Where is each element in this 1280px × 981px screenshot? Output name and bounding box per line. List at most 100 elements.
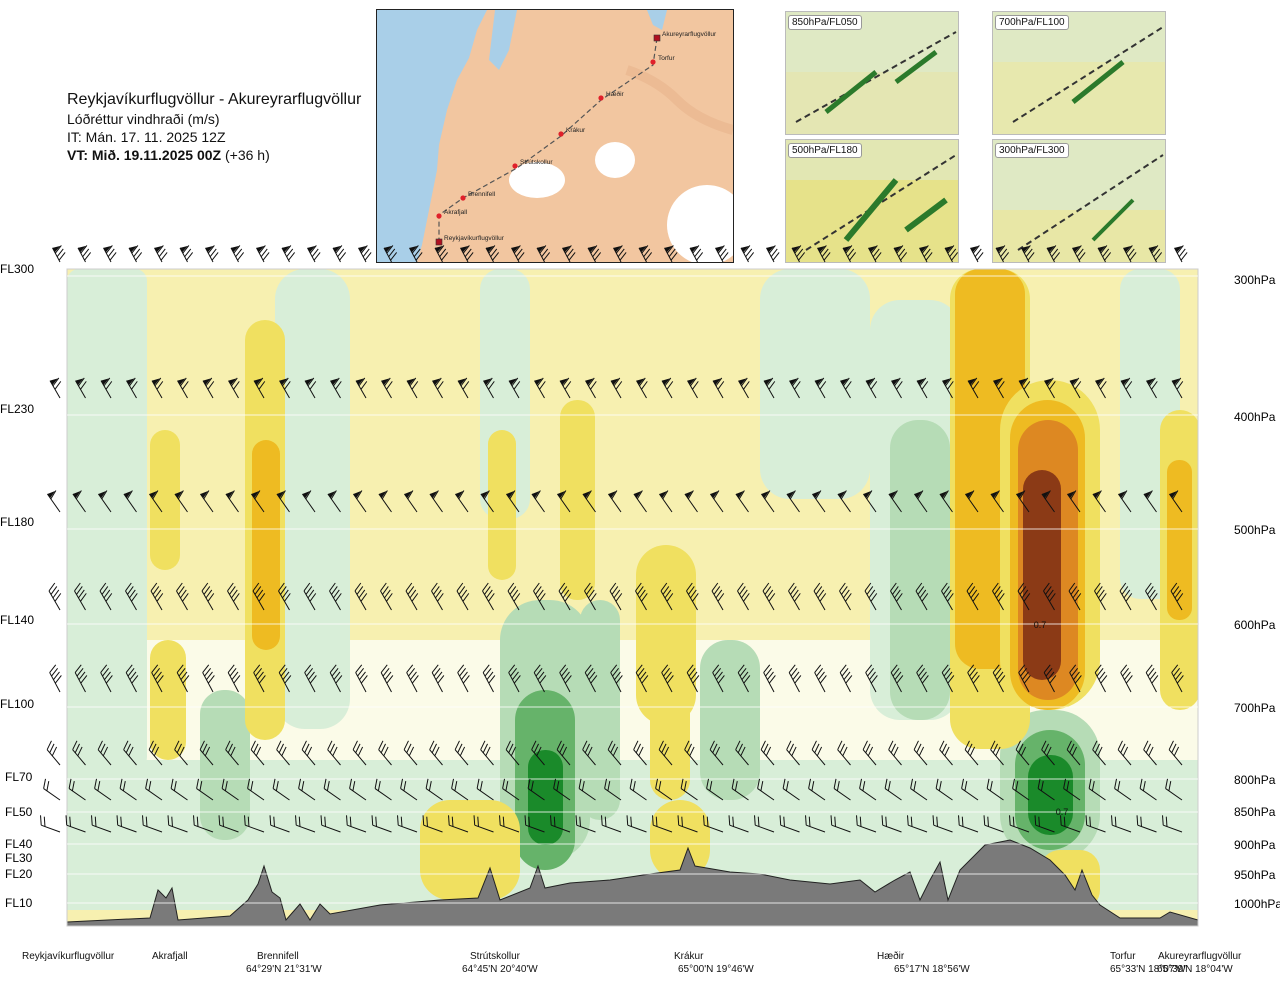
- station-coord: 65°17'N 18°56'W: [894, 964, 970, 975]
- wind-barb: [170, 778, 188, 801]
- station-coord: 64°45'N 20°40'W: [462, 964, 538, 975]
- wind-barb: [1171, 377, 1184, 399]
- wind-barb: [103, 245, 117, 263]
- wind-barb: [482, 664, 496, 693]
- wind-barb: [913, 740, 928, 766]
- wind-barb: [330, 377, 342, 399]
- wind-barb: [1168, 490, 1183, 513]
- wind-barb: [888, 490, 902, 513]
- wind-barb: [126, 377, 138, 399]
- wind-barb: [786, 490, 800, 513]
- wind-barb: [893, 245, 908, 263]
- wind-barb: [425, 778, 443, 801]
- mini-map-700-canvas: [993, 12, 1165, 134]
- issue-time: IT: Mán. 17. 11. 2025 12Z: [67, 129, 226, 145]
- wind-barb: [817, 245, 831, 263]
- wind-barb: [558, 582, 572, 611]
- map-airport-marker: [435, 238, 443, 246]
- map-glacier-hofsjokull: [595, 142, 635, 178]
- wind-barb: [684, 490, 698, 513]
- mini-map-700[interactable]: 700hPa/FL100: [992, 11, 1166, 135]
- wind-barb: [556, 490, 571, 513]
- y-left-label: FL70: [5, 770, 33, 784]
- wind-barb: [664, 245, 678, 263]
- wind-barb: [1123, 245, 1137, 263]
- wind-barb: [327, 740, 341, 766]
- wind-barb: [1085, 815, 1106, 833]
- route-map[interactable]: Akureyrarflugvöllur Torfur Hæðir Krákur Strú…: [376, 9, 734, 263]
- wind-barb: [533, 582, 546, 611]
- wind-barb: [983, 815, 1004, 833]
- map-point-marker: [460, 195, 466, 201]
- mini-map-label: 700hPa/FL100: [995, 15, 1069, 30]
- wind-barb: [244, 815, 265, 833]
- wind-barb: [49, 377, 62, 399]
- wind-barb: [1165, 778, 1183, 801]
- wind-barb: [278, 582, 291, 611]
- wind-barb: [585, 377, 597, 399]
- wind-barb: [788, 664, 802, 693]
- wind-barb: [916, 377, 929, 399]
- wind-barb: [626, 815, 647, 833]
- map-point-marker: [598, 95, 604, 101]
- wind-barb: [1015, 740, 1030, 766]
- wind-barb: [786, 740, 800, 766]
- field-region-strong-down: [1028, 755, 1073, 835]
- wind-barb: [913, 490, 928, 513]
- wind-barb: [247, 778, 265, 801]
- wind-barb: [225, 490, 239, 513]
- wind-barb: [174, 740, 188, 766]
- mini-map-850[interactable]: 850hPa/FL050: [785, 11, 959, 135]
- wind-barb: [1146, 377, 1158, 399]
- wind-barb: [754, 815, 775, 833]
- wind-barb: [737, 664, 751, 693]
- wind-barb: [856, 815, 877, 833]
- wind-barb: [813, 582, 827, 611]
- annotation-value: 0.7: [1056, 807, 1069, 817]
- wind-barb: [378, 490, 392, 513]
- wind-barb: [123, 740, 137, 766]
- wind-barb: [1044, 377, 1056, 399]
- wind-barb: [1117, 740, 1132, 766]
- wind-barb: [454, 490, 469, 513]
- wind-barb: [961, 778, 979, 801]
- station-name: Strútskollur: [470, 951, 521, 962]
- mini-map-500[interactable]: 500hPa/FL180: [785, 139, 959, 263]
- map-point-label: Akureyrarflugvöllur: [662, 31, 717, 38]
- wind-barb: [148, 490, 163, 513]
- wind-barb: [1063, 778, 1081, 801]
- wind-barb: [635, 664, 649, 693]
- wind-barb: [1069, 377, 1082, 399]
- y-left-label: FL140: [0, 613, 34, 627]
- wind-barb: [230, 245, 245, 263]
- wind-barb: [737, 582, 750, 611]
- wind-barb: [868, 245, 882, 263]
- wind-barb: [865, 377, 878, 399]
- station-name: Reykjavíkurflugvöllur: [22, 951, 115, 962]
- wind-barb: [374, 778, 392, 801]
- wind-barb: [1143, 490, 1157, 513]
- wind-barb: [661, 377, 674, 399]
- field-blobs: [67, 269, 1198, 910]
- wind-barb: [575, 815, 596, 833]
- wind-barb: [762, 582, 776, 611]
- wind-barb: [839, 664, 853, 693]
- wind-barb: [808, 778, 826, 801]
- wind-barb: [687, 377, 699, 399]
- mini-map-300[interactable]: 300hPa/FL300: [992, 139, 1166, 263]
- wind-barb: [1174, 245, 1188, 263]
- wind-barb: [760, 740, 775, 766]
- wind-barb: [859, 778, 877, 801]
- field-region-weak-down: [700, 640, 760, 800]
- wind-barb: [91, 815, 112, 833]
- wind-barb: [814, 377, 827, 399]
- wind-barb: [1114, 778, 1132, 801]
- wind-barb: [967, 664, 980, 693]
- map-point-label: Reykjavíkurflugvöllur: [444, 235, 505, 242]
- wind-barb: [295, 815, 316, 833]
- wind-barb: [252, 582, 266, 611]
- wind-barb: [355, 664, 368, 693]
- field-region-weak-up: [150, 640, 186, 760]
- y-right-label: 300hPa: [1234, 273, 1276, 287]
- mini-map-label: 300hPa/FL300: [995, 143, 1069, 158]
